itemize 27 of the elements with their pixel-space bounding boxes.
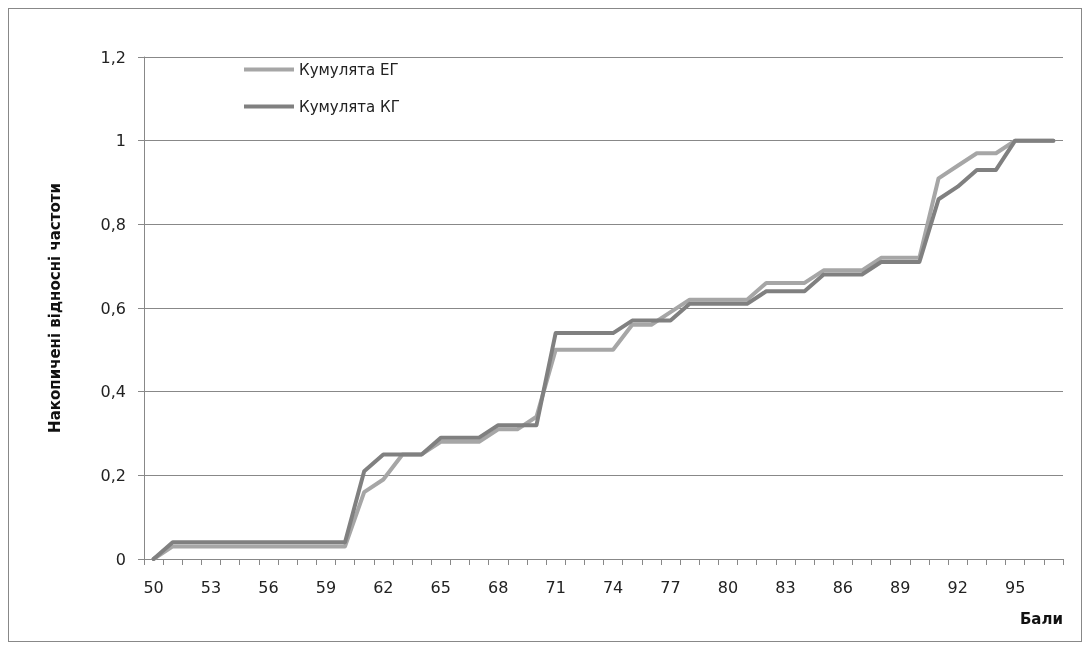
legend-label: Кумулята ЕГ	[299, 60, 399, 79]
x-tick-label: 89	[890, 577, 911, 597]
x-tick-label: 65	[430, 577, 451, 597]
x-tick-label: 95	[1004, 577, 1026, 597]
x-tick-label: 74	[602, 577, 624, 597]
x-tick-label: 83	[775, 577, 796, 597]
x-tick-label: 62	[373, 577, 394, 597]
y-tick-label: 0,8	[100, 214, 126, 234]
x-tick-label: 92	[947, 577, 968, 597]
y-tick-label: 0	[115, 549, 126, 569]
x-tick-label: 68	[488, 577, 509, 597]
x-tick-label: 80	[717, 577, 739, 597]
y-tick-label: 0,2	[100, 465, 126, 485]
x-tick-label: 59	[315, 577, 337, 597]
y-tick-label: 0,6	[100, 298, 126, 318]
x-tick-label: 86	[832, 577, 853, 597]
x-tick-label: 77	[660, 577, 681, 597]
x-tick-label: 56	[258, 577, 279, 597]
y-tick-label: 1	[115, 131, 126, 151]
legend-label: Кумулята КГ	[299, 97, 400, 116]
y-tick-label: 1,2	[100, 47, 126, 67]
x-tick-label: 71	[545, 577, 566, 597]
x-axis-title: Бали	[1019, 609, 1063, 628]
y-tick-label: 0,4	[100, 382, 126, 402]
x-tick-label: 53	[200, 577, 222, 597]
y-axis-title: Накопичені відносні частоти	[45, 183, 64, 433]
x-tick-label: 50	[143, 577, 164, 597]
